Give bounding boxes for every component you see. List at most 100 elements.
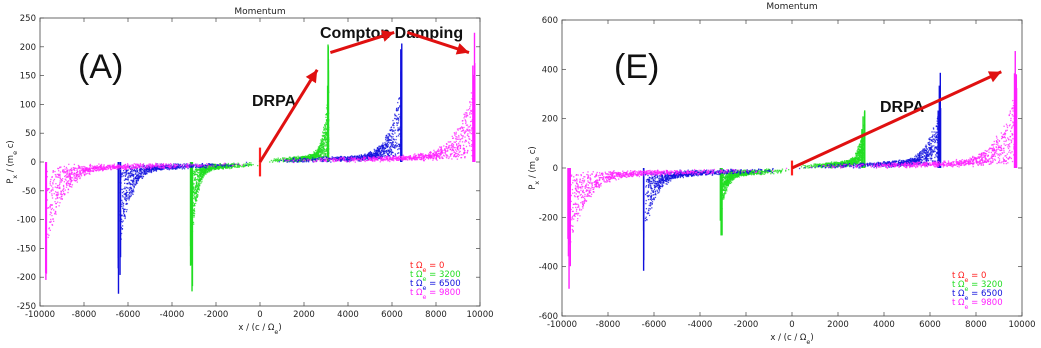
series-point bbox=[289, 156, 291, 158]
series-point bbox=[299, 160, 301, 162]
series-point bbox=[134, 163, 137, 165]
series-point bbox=[150, 165, 152, 167]
series-point bbox=[462, 135, 464, 137]
series-point bbox=[201, 174, 204, 176]
x-tick-label: 2000 bbox=[827, 320, 849, 330]
series-point bbox=[433, 154, 436, 156]
series-point bbox=[347, 159, 350, 161]
series-point bbox=[307, 156, 309, 158]
series-point bbox=[315, 153, 317, 156]
series-point bbox=[156, 165, 158, 167]
series-point bbox=[378, 154, 380, 156]
series-point bbox=[125, 203, 127, 205]
series-point bbox=[469, 100, 471, 103]
series-point bbox=[51, 197, 54, 199]
series-point bbox=[221, 167, 223, 170]
series-point bbox=[133, 163, 135, 165]
series-point bbox=[459, 127, 462, 129]
series-point bbox=[318, 158, 320, 161]
series-point bbox=[451, 149, 453, 152]
series-point bbox=[89, 169, 92, 171]
series-point bbox=[325, 134, 328, 137]
series-point bbox=[53, 213, 56, 215]
series-point bbox=[50, 212, 53, 214]
series-point bbox=[122, 205, 125, 207]
series-point bbox=[375, 155, 377, 158]
series-point bbox=[293, 157, 295, 159]
series-point bbox=[196, 176, 199, 178]
series-point bbox=[59, 186, 61, 188]
series-point bbox=[126, 187, 129, 189]
series-point bbox=[432, 157, 434, 159]
series-point bbox=[125, 171, 128, 174]
series-point bbox=[202, 164, 205, 167]
series-point bbox=[386, 153, 388, 155]
series-point bbox=[385, 156, 387, 158]
series-point bbox=[364, 155, 366, 158]
series-point bbox=[316, 157, 319, 160]
series-point bbox=[367, 152, 370, 154]
series-point bbox=[375, 153, 377, 156]
series-point bbox=[154, 167, 156, 169]
series-point bbox=[75, 179, 77, 182]
series-point bbox=[290, 157, 292, 160]
series-point bbox=[198, 172, 200, 174]
series-point bbox=[225, 166, 228, 168]
series-point bbox=[435, 152, 437, 155]
series-point bbox=[317, 156, 319, 158]
series-point bbox=[393, 158, 396, 160]
series-point bbox=[325, 138, 327, 140]
series-point bbox=[203, 166, 206, 168]
series-point bbox=[119, 165, 121, 167]
series-point bbox=[372, 159, 374, 161]
series-point bbox=[127, 172, 129, 174]
series-point bbox=[58, 187, 60, 189]
series-point bbox=[320, 149, 322, 152]
series-point bbox=[200, 169, 202, 171]
series-point bbox=[72, 169, 75, 171]
series-point bbox=[149, 171, 151, 173]
series-point bbox=[57, 194, 59, 197]
series-point bbox=[439, 153, 441, 155]
series-point bbox=[387, 153, 389, 155]
series-point bbox=[146, 168, 148, 170]
series-point bbox=[209, 164, 212, 166]
series-point bbox=[225, 167, 227, 169]
series-point bbox=[148, 166, 150, 168]
series-point bbox=[431, 153, 434, 155]
series-point bbox=[409, 155, 412, 157]
series-point bbox=[198, 174, 200, 176]
series-point bbox=[187, 165, 189, 167]
series-point bbox=[453, 141, 455, 143]
series-point bbox=[78, 172, 81, 174]
series-point bbox=[324, 139, 327, 142]
series-point bbox=[230, 167, 232, 169]
series-point bbox=[131, 183, 133, 185]
series-point bbox=[389, 141, 392, 144]
series-point bbox=[292, 161, 294, 163]
series-point bbox=[161, 167, 163, 170]
series-point bbox=[127, 165, 129, 167]
series-point bbox=[52, 180, 55, 182]
series-point bbox=[218, 165, 220, 167]
series-point bbox=[372, 158, 374, 160]
series-point bbox=[71, 172, 73, 174]
series-point bbox=[390, 149, 393, 151]
series-point bbox=[455, 133, 457, 135]
series-point bbox=[64, 178, 66, 180]
series-point bbox=[98, 168, 100, 170]
series-point bbox=[218, 164, 221, 166]
series-point bbox=[144, 173, 146, 175]
series-point bbox=[73, 173, 76, 175]
series-point bbox=[325, 141, 327, 143]
series-point bbox=[416, 157, 418, 160]
series-point bbox=[138, 166, 140, 169]
series-point bbox=[61, 198, 63, 200]
series-point bbox=[385, 158, 388, 161]
series-point bbox=[198, 189, 200, 191]
series-point bbox=[370, 151, 373, 154]
series-point bbox=[165, 165, 167, 167]
series-point bbox=[84, 168, 86, 171]
series-point bbox=[56, 191, 58, 194]
